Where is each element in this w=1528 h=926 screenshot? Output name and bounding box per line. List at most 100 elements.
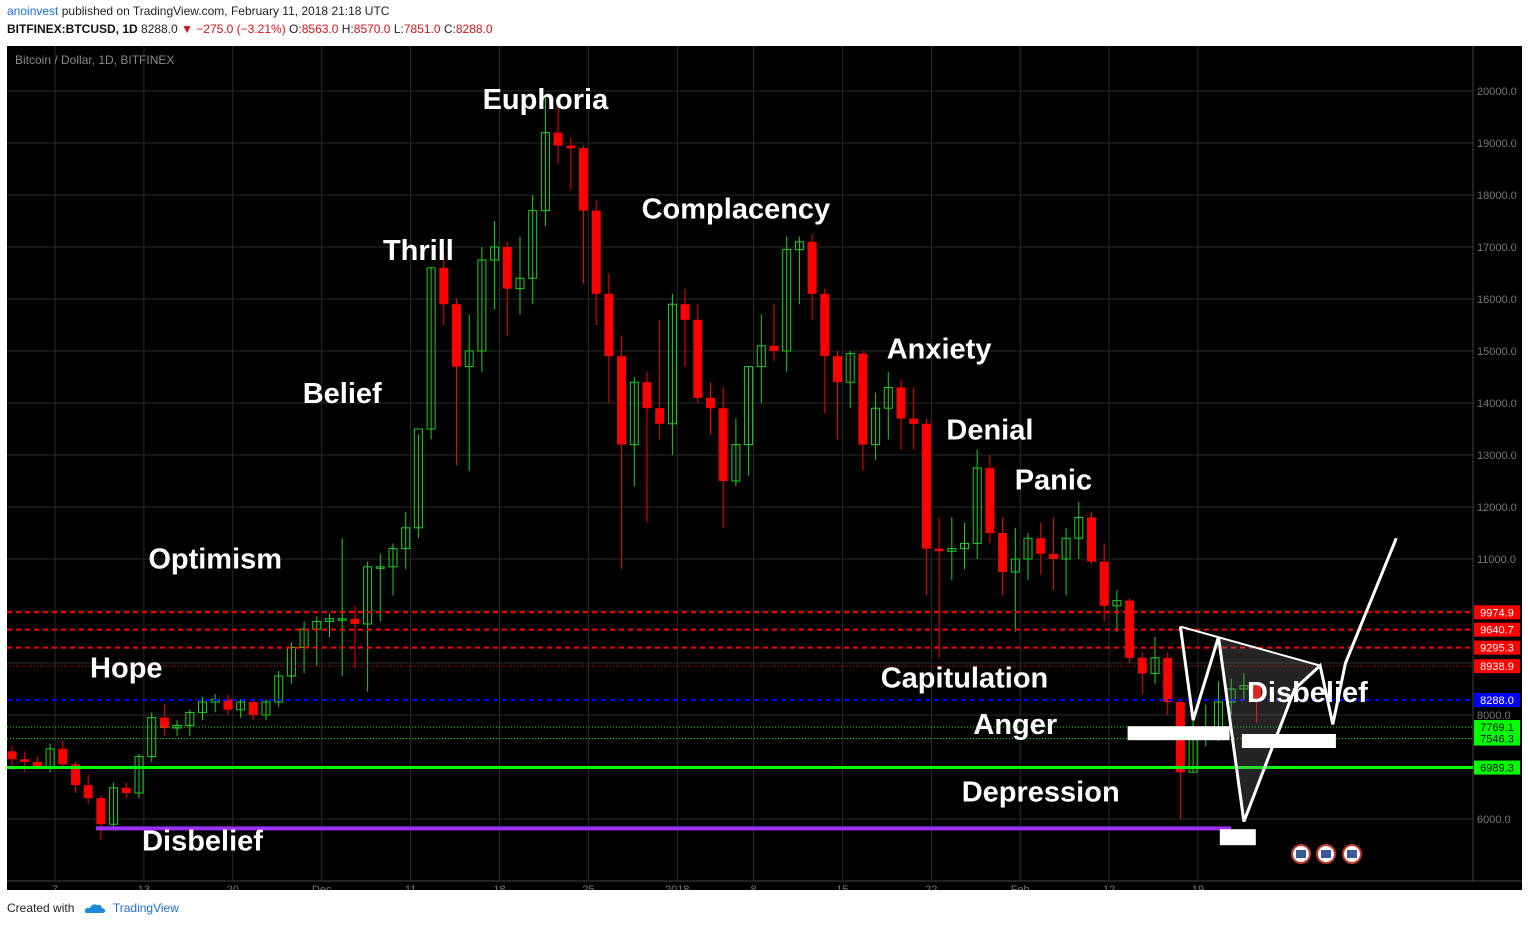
event-flags[interactable] — [1291, 844, 1362, 864]
candle-up — [134, 756, 144, 794]
level-badge-label: 7546.3 — [1480, 734, 1514, 746]
price-axis[interactable]: 6000.07000.08000.09000.010000.011000.012… — [1474, 86, 1520, 826]
last-price: 8288.0 — [141, 22, 178, 36]
candle-up — [1150, 657, 1160, 674]
candle-down — [706, 397, 715, 409]
bottom-box — [1219, 829, 1256, 846]
candle-down — [820, 293, 830, 357]
candle-up — [782, 249, 792, 352]
phase-label: Belief — [303, 378, 382, 410]
close-value: 8288.0 — [455, 22, 493, 36]
candle-down — [96, 798, 106, 825]
x-tick-label: 7 — [52, 884, 58, 890]
candle-up — [1061, 537, 1071, 560]
x-tick-label: 25 — [582, 884, 594, 890]
candle-up — [198, 701, 207, 713]
candle-up — [286, 646, 296, 677]
phase-label: Denial — [946, 414, 1033, 446]
candle-down — [591, 210, 601, 294]
y-tick-label: 17000.0 — [1477, 242, 1517, 254]
candle-up — [528, 210, 538, 279]
candle-down — [71, 764, 80, 786]
price-levels — [7, 611, 1473, 831]
level-badge — [1474, 605, 1520, 620]
candle-up — [261, 701, 271, 716]
down-arrow-icon: ▼ — [181, 22, 193, 36]
phase-label: Thrill — [383, 235, 454, 267]
level-badge — [1474, 659, 1520, 674]
candle-up — [413, 428, 423, 529]
level-badge-label: 8938.9 — [1480, 661, 1514, 673]
flag-emblem — [1321, 850, 1331, 858]
candle-up — [972, 467, 982, 544]
time-axis[interactable]: 7 13 20 Dec 11 18 25 2018 8 15 22 Feb 12 19 — [52, 884, 1204, 890]
pattern-drawing — [1127, 537, 1398, 846]
phase-label: Disbelief — [1247, 677, 1368, 709]
low-label: L: — [393, 22, 404, 36]
price-chart[interactable]: Bitcoin / Dollar, 1D, BITFINEX Euphoria T… — [7, 46, 1522, 890]
x-tick-label: 13 — [138, 884, 150, 890]
x-tick-label: 19 — [1192, 884, 1204, 890]
x-tick-label: Feb — [1011, 884, 1030, 890]
y-tick-label: 20000.0 — [1477, 86, 1517, 98]
x-tick-label: 8 — [750, 884, 756, 890]
publish-info: anoinvest published on TradingView.com, … — [7, 4, 389, 18]
phase-labels: Euphoria Thrill Complacency Belief Anxiety De… — [90, 84, 1368, 858]
candle-down — [921, 423, 931, 549]
candle-down — [896, 387, 906, 419]
price-change: −275.0 (−3.21%) — [196, 22, 286, 36]
candle-down — [693, 319, 703, 398]
pattern-line — [1178, 537, 1398, 823]
candle-up — [947, 548, 957, 552]
author-link[interactable]: anoinvest — [7, 4, 59, 18]
candle-up — [375, 566, 385, 569]
candle-up — [629, 381, 639, 446]
y-tick-label: 12000.0 — [1477, 502, 1517, 514]
candle-down — [502, 247, 512, 289]
low-value: 7851.0 — [403, 22, 441, 36]
level-badge — [1474, 720, 1520, 735]
candle-down — [655, 408, 665, 424]
y-tick-label: 8000.0 — [1477, 710, 1511, 722]
candle-up — [274, 675, 284, 703]
tradingview-link[interactable]: TradingView — [112, 901, 179, 915]
candle-down — [1252, 685, 1262, 701]
symbol-label: BITFINEX:BTCUSD, 1D — [7, 22, 138, 36]
candle-down — [1163, 657, 1173, 702]
candle-up — [871, 407, 881, 446]
level-badge-label: 8288.0 — [1480, 695, 1514, 707]
candle-down — [223, 699, 233, 710]
y-tick-label: 11000.0 — [1477, 554, 1516, 566]
phase-label: Panic — [1015, 465, 1092, 497]
support-box — [1241, 734, 1336, 748]
candle-down — [439, 267, 449, 305]
candle-up — [236, 701, 246, 711]
x-tick-label: 15 — [836, 884, 848, 890]
candle-down — [553, 132, 563, 146]
candle-up — [477, 259, 487, 352]
flag-emblem — [1296, 850, 1306, 858]
candle-down — [642, 382, 652, 409]
published-text: published on TradingView.com, February 1… — [61, 4, 390, 18]
candle-up — [325, 618, 334, 622]
candle-down — [1087, 517, 1096, 562]
candle-up — [1010, 558, 1020, 573]
y-tick-label: 14000.0 — [1477, 398, 1517, 410]
flag-emblem — [1347, 850, 1357, 858]
level-badge — [1474, 640, 1520, 655]
y-tick-label: 19000.0 — [1477, 138, 1517, 150]
phase-label: Anger — [973, 709, 1057, 741]
candle-down — [858, 353, 868, 445]
candle-up — [147, 717, 157, 758]
candle-down — [998, 533, 1008, 572]
x-tick-label: 20 — [227, 884, 239, 890]
high-label: H: — [341, 22, 354, 36]
candle-down — [248, 702, 258, 715]
candle-up — [731, 444, 741, 482]
candle-up — [1112, 600, 1122, 607]
candle-down — [807, 241, 817, 294]
candle-down — [769, 345, 779, 351]
candle-down — [350, 618, 360, 624]
level-badge — [1474, 622, 1520, 637]
triangle-top-line — [1180, 625, 1321, 667]
